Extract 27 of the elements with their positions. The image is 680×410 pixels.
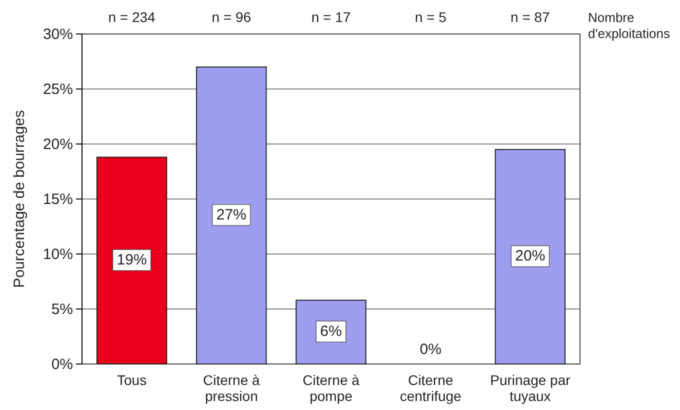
text: n = 5 xyxy=(414,9,447,25)
y-tick-label: 30% xyxy=(42,26,73,43)
text: n = 17 xyxy=(311,9,351,25)
y-tick-label: 25% xyxy=(42,80,73,98)
y-tick-label: 0% xyxy=(51,356,73,373)
data-label: 0% xyxy=(420,340,442,358)
x-tick-label: Tous xyxy=(117,372,147,388)
text: n = 234 xyxy=(108,9,156,25)
y-tick-label: 5% xyxy=(51,300,73,318)
x-tick-label: Citerne à pompe xyxy=(302,372,360,404)
text: n = 96 xyxy=(212,9,252,25)
data-label: 27% xyxy=(216,206,246,224)
text: n = 87 xyxy=(510,9,550,25)
y-axis-title: Pourcentage de bourrages xyxy=(11,110,28,288)
text: Nombre d'exploitations xyxy=(588,10,670,41)
x-tick-label: Citerne à pression xyxy=(202,372,260,404)
bar xyxy=(494,149,566,364)
bar xyxy=(96,156,168,364)
data-label: 6% xyxy=(320,323,342,340)
y-tick-label: 15% xyxy=(42,190,73,208)
bar xyxy=(196,66,267,364)
x-tick-label: Citerne centrifuge xyxy=(400,372,462,404)
x-tick-label: Purinage par tuyaux xyxy=(490,372,571,404)
y-tick-label: 20% xyxy=(42,136,73,153)
y-tick-label: 10% xyxy=(42,246,73,263)
data-label: 19% xyxy=(116,252,147,269)
data-label: 20% xyxy=(515,248,546,265)
